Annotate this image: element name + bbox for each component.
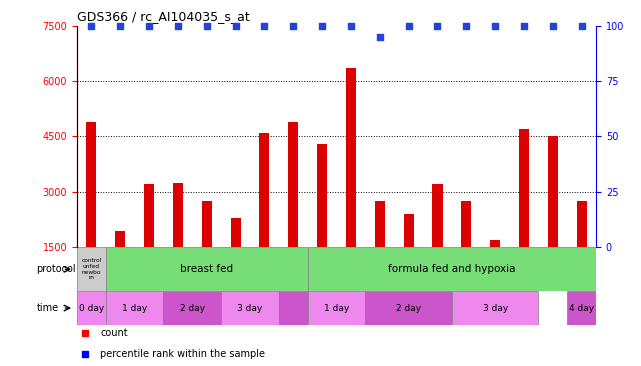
Point	[144, 23, 154, 29]
Text: time: time	[37, 303, 59, 313]
Point	[86, 23, 97, 29]
Point	[259, 23, 270, 29]
FancyBboxPatch shape	[279, 291, 308, 325]
Point	[201, 23, 212, 29]
Text: 4 day: 4 day	[569, 303, 594, 313]
Bar	[317, 144, 327, 247]
Bar	[375, 201, 385, 247]
Bar	[260, 133, 269, 247]
FancyBboxPatch shape	[77, 291, 106, 325]
Text: GDS366 / rc_AI104035_s_at: GDS366 / rc_AI104035_s_at	[77, 10, 250, 23]
FancyBboxPatch shape	[221, 291, 279, 325]
Bar	[433, 184, 442, 247]
Text: formula fed and hypoxia: formula fed and hypoxia	[388, 264, 515, 274]
Point	[490, 23, 501, 29]
Point	[317, 23, 327, 29]
Text: 1 day: 1 day	[122, 303, 147, 313]
Point	[288, 23, 299, 29]
Text: 2 day: 2 day	[396, 303, 421, 313]
Point	[547, 23, 558, 29]
Bar	[548, 137, 558, 247]
Point	[115, 23, 126, 29]
Bar	[577, 201, 587, 247]
Text: breast fed: breast fed	[180, 264, 233, 274]
FancyBboxPatch shape	[308, 291, 365, 325]
FancyBboxPatch shape	[106, 291, 163, 325]
Text: protocol: protocol	[37, 264, 76, 274]
Point	[577, 23, 587, 29]
Bar	[404, 214, 413, 247]
FancyBboxPatch shape	[77, 247, 106, 291]
Point	[404, 23, 414, 29]
Point	[374, 34, 385, 40]
Point	[346, 23, 356, 29]
Bar	[144, 184, 154, 247]
Bar	[231, 218, 240, 247]
FancyBboxPatch shape	[567, 291, 596, 325]
Bar	[173, 183, 183, 247]
Point	[432, 23, 442, 29]
Point	[231, 23, 241, 29]
Bar	[115, 231, 125, 247]
Point	[519, 23, 529, 29]
FancyBboxPatch shape	[106, 247, 308, 291]
FancyBboxPatch shape	[452, 291, 538, 325]
Text: 3 day: 3 day	[237, 303, 263, 313]
Bar	[346, 68, 356, 247]
Bar	[490, 240, 500, 247]
Text: control
unfed
newbo
rn: control unfed newbo rn	[81, 258, 101, 280]
Bar	[288, 122, 298, 247]
Point	[462, 23, 472, 29]
Bar	[202, 201, 212, 247]
Text: percentile rank within the sample: percentile rank within the sample	[100, 349, 265, 359]
Bar	[462, 201, 471, 247]
Text: 2 day: 2 day	[179, 303, 205, 313]
Bar	[87, 122, 96, 247]
Point	[173, 23, 183, 29]
FancyBboxPatch shape	[365, 291, 452, 325]
FancyBboxPatch shape	[308, 247, 596, 291]
Text: 3 day: 3 day	[483, 303, 508, 313]
Text: count: count	[100, 328, 128, 338]
FancyBboxPatch shape	[163, 291, 221, 325]
Bar	[519, 129, 529, 247]
Text: 0 day: 0 day	[79, 303, 104, 313]
Text: 1 day: 1 day	[324, 303, 349, 313]
